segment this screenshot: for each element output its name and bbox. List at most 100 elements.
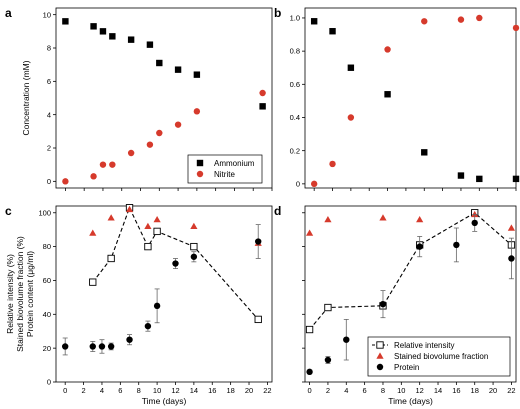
data-point: [90, 173, 97, 180]
y-tick-label: 4: [47, 110, 51, 119]
data-point: [508, 255, 515, 262]
data-point: [153, 227, 161, 236]
data-point: [144, 222, 152, 230]
data-point: [421, 149, 428, 156]
panel-letter-d: d: [274, 204, 281, 218]
y-tick-label: 60: [43, 276, 51, 285]
legend-box: [367, 336, 511, 377]
x-axis-title: Time (days): [142, 396, 187, 406]
x-tick-label: 0: [63, 386, 67, 395]
data-point: [89, 343, 96, 350]
series-relative-intensity: [305, 209, 516, 334]
y-tick-label: 10: [43, 10, 51, 19]
panel-a: a 0 2 4 6 8 10 Concentration (mM) Ammonium Nitrit…: [5, 6, 273, 191]
data-point: [254, 315, 262, 324]
data-point: [457, 172, 465, 179]
x-tick-label: 2: [81, 386, 85, 395]
plot-frame: [304, 205, 517, 383]
data-point: [471, 210, 479, 218]
data-point: [146, 141, 154, 148]
x-tick-label: 10: [153, 386, 161, 395]
x-tick-label: 14: [190, 386, 198, 395]
data-point: [89, 278, 97, 286]
y-tick-label: 2: [47, 144, 51, 153]
x-tick-label: 16: [208, 386, 216, 395]
x-tick-label: 10: [397, 386, 405, 395]
data-point: [99, 28, 107, 35]
series-ammonium: [62, 18, 266, 110]
data-point: [324, 215, 332, 223]
data-point: [127, 36, 135, 43]
x-tick-label: 4: [100, 386, 104, 395]
x-tick-label: 16: [452, 386, 460, 395]
data-point: [99, 161, 107, 168]
legend-label: Stained biovolume fraction: [394, 352, 488, 361]
data-point: [379, 300, 387, 308]
series-protein: [306, 214, 515, 376]
x-tick-label: 18: [471, 386, 479, 395]
y-tick-label: 0: [296, 179, 300, 188]
legend-label: Relative intensity: [394, 341, 454, 350]
data-point: [144, 322, 152, 330]
data-point: [476, 175, 483, 183]
data-point: [416, 215, 424, 223]
x-tick-label: 12: [416, 386, 424, 395]
y-tick-label: 6: [47, 77, 51, 86]
data-point: [61, 343, 69, 350]
y-tick-label: 20: [43, 344, 51, 353]
y-tick-label: 1.0: [290, 14, 300, 23]
data-point: [379, 214, 387, 221]
data-point: [89, 229, 97, 236]
data-point: [421, 18, 428, 25]
data-point: [62, 18, 69, 25]
data-point: [343, 336, 350, 343]
plot-frame: [55, 205, 273, 383]
data-point: [416, 243, 423, 250]
data-point: [156, 59, 163, 67]
legend-marker: [196, 159, 204, 167]
panel-letter-c: c: [5, 204, 12, 218]
data-point: [174, 121, 182, 128]
series-stained-biovolume-fraction: [89, 205, 262, 246]
data-point: [125, 205, 134, 213]
series-protein: [61, 224, 262, 356]
data-point: [107, 254, 115, 263]
data-point: [457, 16, 465, 23]
x-tick-label: 22: [263, 386, 271, 395]
data-point: [347, 64, 355, 71]
x-tick-label: 6: [118, 386, 122, 395]
y-tick-label: 100: [38, 208, 51, 217]
x-tick-label: 4: [344, 386, 348, 395]
data-point: [172, 260, 179, 267]
x-axis-title: Time (days): [388, 396, 433, 406]
data-point: [259, 103, 266, 110]
y-tick-label: 0.8: [290, 47, 300, 56]
panel-d: d 0 2 4 6 8 10 12 14 16 18 20 22 Time (days) Relative …: [274, 204, 517, 406]
y-tick-label: 0.6: [290, 80, 300, 89]
data-point: [255, 238, 262, 245]
data-point: [329, 160, 336, 168]
legend-marker: [376, 352, 384, 359]
y-axis-title-line: Protein content (μg/ml): [25, 251, 35, 337]
panel-letter-b: b: [274, 6, 281, 20]
legend-marker: [376, 363, 384, 371]
panel-letter-a: a: [5, 6, 12, 20]
y-tick-label: 0: [47, 177, 51, 186]
x-tick-label: 20: [489, 386, 497, 395]
data-point: [156, 129, 163, 137]
legend-box: [187, 154, 263, 184]
data-point: [174, 66, 182, 73]
legend-label: Ammonium: [214, 159, 255, 168]
data-point: [109, 33, 116, 40]
data-point: [329, 28, 336, 35]
series-nitrite: [62, 89, 266, 185]
data-point: [107, 214, 115, 221]
data-point: [305, 229, 314, 236]
series-ammonium: [310, 18, 520, 183]
y-tick-label: 0.4: [290, 113, 300, 122]
data-point: [324, 303, 332, 312]
data-point: [127, 149, 135, 157]
data-point: [310, 18, 318, 25]
y-tick-label: 80: [43, 242, 51, 251]
